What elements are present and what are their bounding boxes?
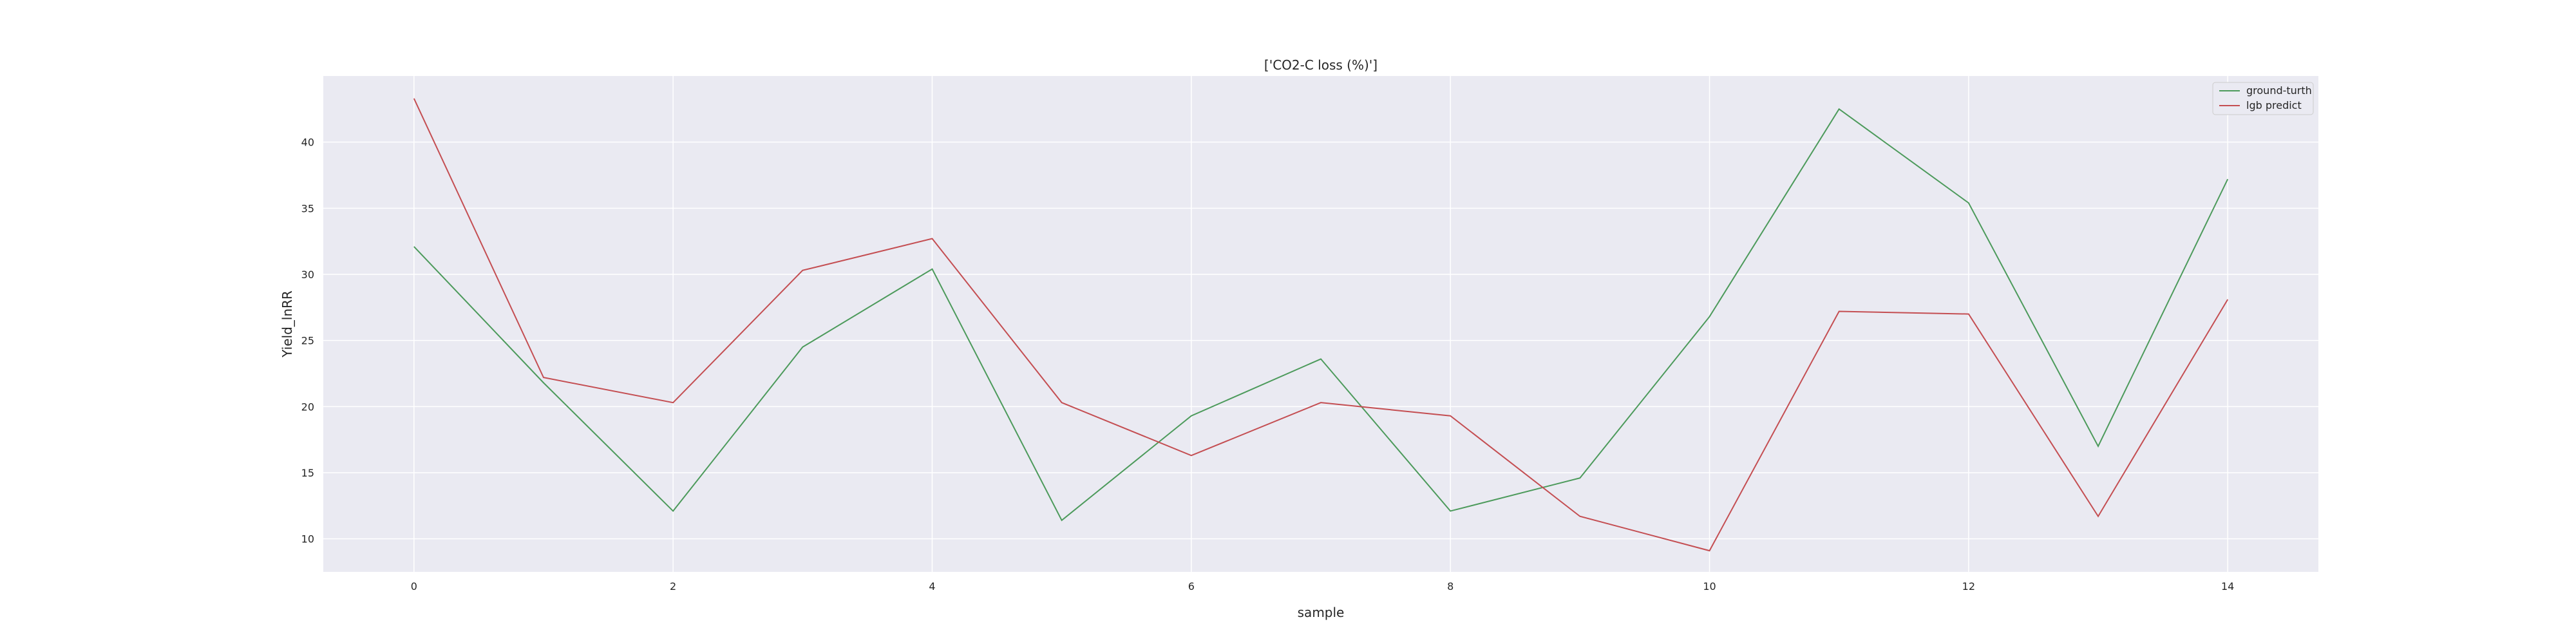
plot-area <box>323 76 2318 572</box>
chart-title: ['CO2-C loss (%)'] <box>1264 57 1378 73</box>
x-tick-label: 10 <box>1703 580 1716 592</box>
y-tick-label: 10 <box>301 533 314 545</box>
series-layer <box>413 98 2229 552</box>
y-tick-label: 35 <box>301 202 314 214</box>
x-axis-label: sample <box>1298 605 1345 620</box>
legend-label-lgb-predict: lgb predict <box>2246 99 2302 111</box>
y-tick-label: 40 <box>301 137 314 149</box>
x-tick-label: 2 <box>670 580 676 592</box>
series-line-ground-turth <box>413 108 2229 522</box>
y-tick-label: 20 <box>301 401 314 413</box>
x-tick-label: 8 <box>1447 580 1454 592</box>
y-axis-ticks: 10 15 20 25 30 35 40 <box>301 137 314 545</box>
y-tick-label: 30 <box>301 269 314 281</box>
x-axis-ticks: 0 2 4 6 8 10 12 14 <box>411 580 2235 592</box>
y-tick-label: 25 <box>301 335 314 347</box>
x-tick-label: 12 <box>1962 580 1975 592</box>
y-axis-label: Yield_lnRR <box>279 290 295 358</box>
legend-label-ground-turth: ground-turth <box>2246 84 2312 97</box>
legend: ground-turth lgb predict <box>2212 82 2314 115</box>
x-tick-label: 0 <box>411 580 417 592</box>
x-tick-label: 4 <box>929 580 935 592</box>
series-line-lgb-predict <box>413 98 2229 552</box>
x-tick-label: 6 <box>1188 580 1195 592</box>
grid <box>323 76 2318 572</box>
y-tick-label: 15 <box>301 467 314 479</box>
x-tick-label: 14 <box>2221 580 2234 592</box>
